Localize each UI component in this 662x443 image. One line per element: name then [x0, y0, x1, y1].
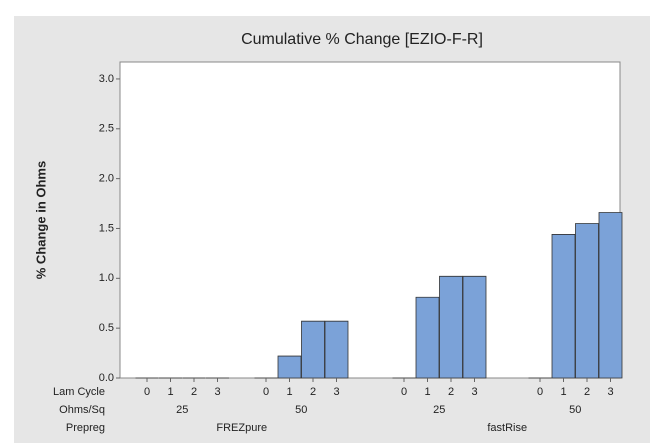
- x-level-label: 25: [433, 404, 445, 416]
- x-tick-label: 0: [537, 386, 543, 398]
- x-tick-label: 1: [560, 386, 566, 398]
- x-tick-label: 0: [144, 386, 150, 398]
- x-level-label: 50: [295, 404, 307, 416]
- x-level-name: Prepreg: [66, 422, 105, 434]
- y-tick-label: 2.5: [99, 123, 114, 135]
- x-tick-label: 3: [333, 386, 339, 398]
- y-tick-label: 1.5: [99, 222, 114, 234]
- x-level-label: 50: [569, 404, 581, 416]
- x-tick-label: 1: [286, 386, 292, 398]
- bar: [551, 234, 576, 379]
- x-tick-label: 2: [191, 386, 197, 398]
- y-tick-label: 0.5: [99, 322, 114, 334]
- x-level-name: Ohms/Sq: [59, 404, 105, 416]
- bar: [439, 275, 463, 379]
- x-tick-label: 0: [401, 386, 407, 398]
- x-level-label: 25: [176, 404, 188, 416]
- bar: [598, 212, 623, 379]
- bar: [324, 320, 349, 379]
- bar: [575, 223, 599, 379]
- x-level-name: Lam Cycle: [53, 386, 105, 398]
- x-level-label: fastRise: [487, 422, 527, 434]
- bar: [462, 275, 487, 379]
- x-tick-label: 2: [448, 386, 454, 398]
- x-level-label: FREZpure: [216, 422, 267, 434]
- plot-area: [119, 61, 621, 379]
- x-tick-label: 1: [167, 386, 173, 398]
- bar: [277, 355, 302, 379]
- x-tick-label: 2: [310, 386, 316, 398]
- chart-title: Cumulative % Change [EZIO-F-R]: [241, 31, 483, 48]
- y-tick-label: 3.0: [99, 73, 114, 85]
- x-tick-label: 2: [584, 386, 590, 398]
- x-tick-label: 1: [424, 386, 430, 398]
- bar: [415, 296, 440, 379]
- y-axis-label: % Change in Ohms: [33, 161, 48, 279]
- bar: [301, 320, 325, 379]
- x-tick-label: 3: [214, 386, 220, 398]
- y-tick-label: 0.0: [99, 372, 114, 384]
- x-tick-label: 3: [607, 386, 613, 398]
- x-tick-label: 3: [471, 386, 477, 398]
- x-tick-label: 0: [263, 386, 269, 398]
- y-tick-label: 1.0: [99, 272, 114, 284]
- y-tick-label: 2.0: [99, 173, 114, 185]
